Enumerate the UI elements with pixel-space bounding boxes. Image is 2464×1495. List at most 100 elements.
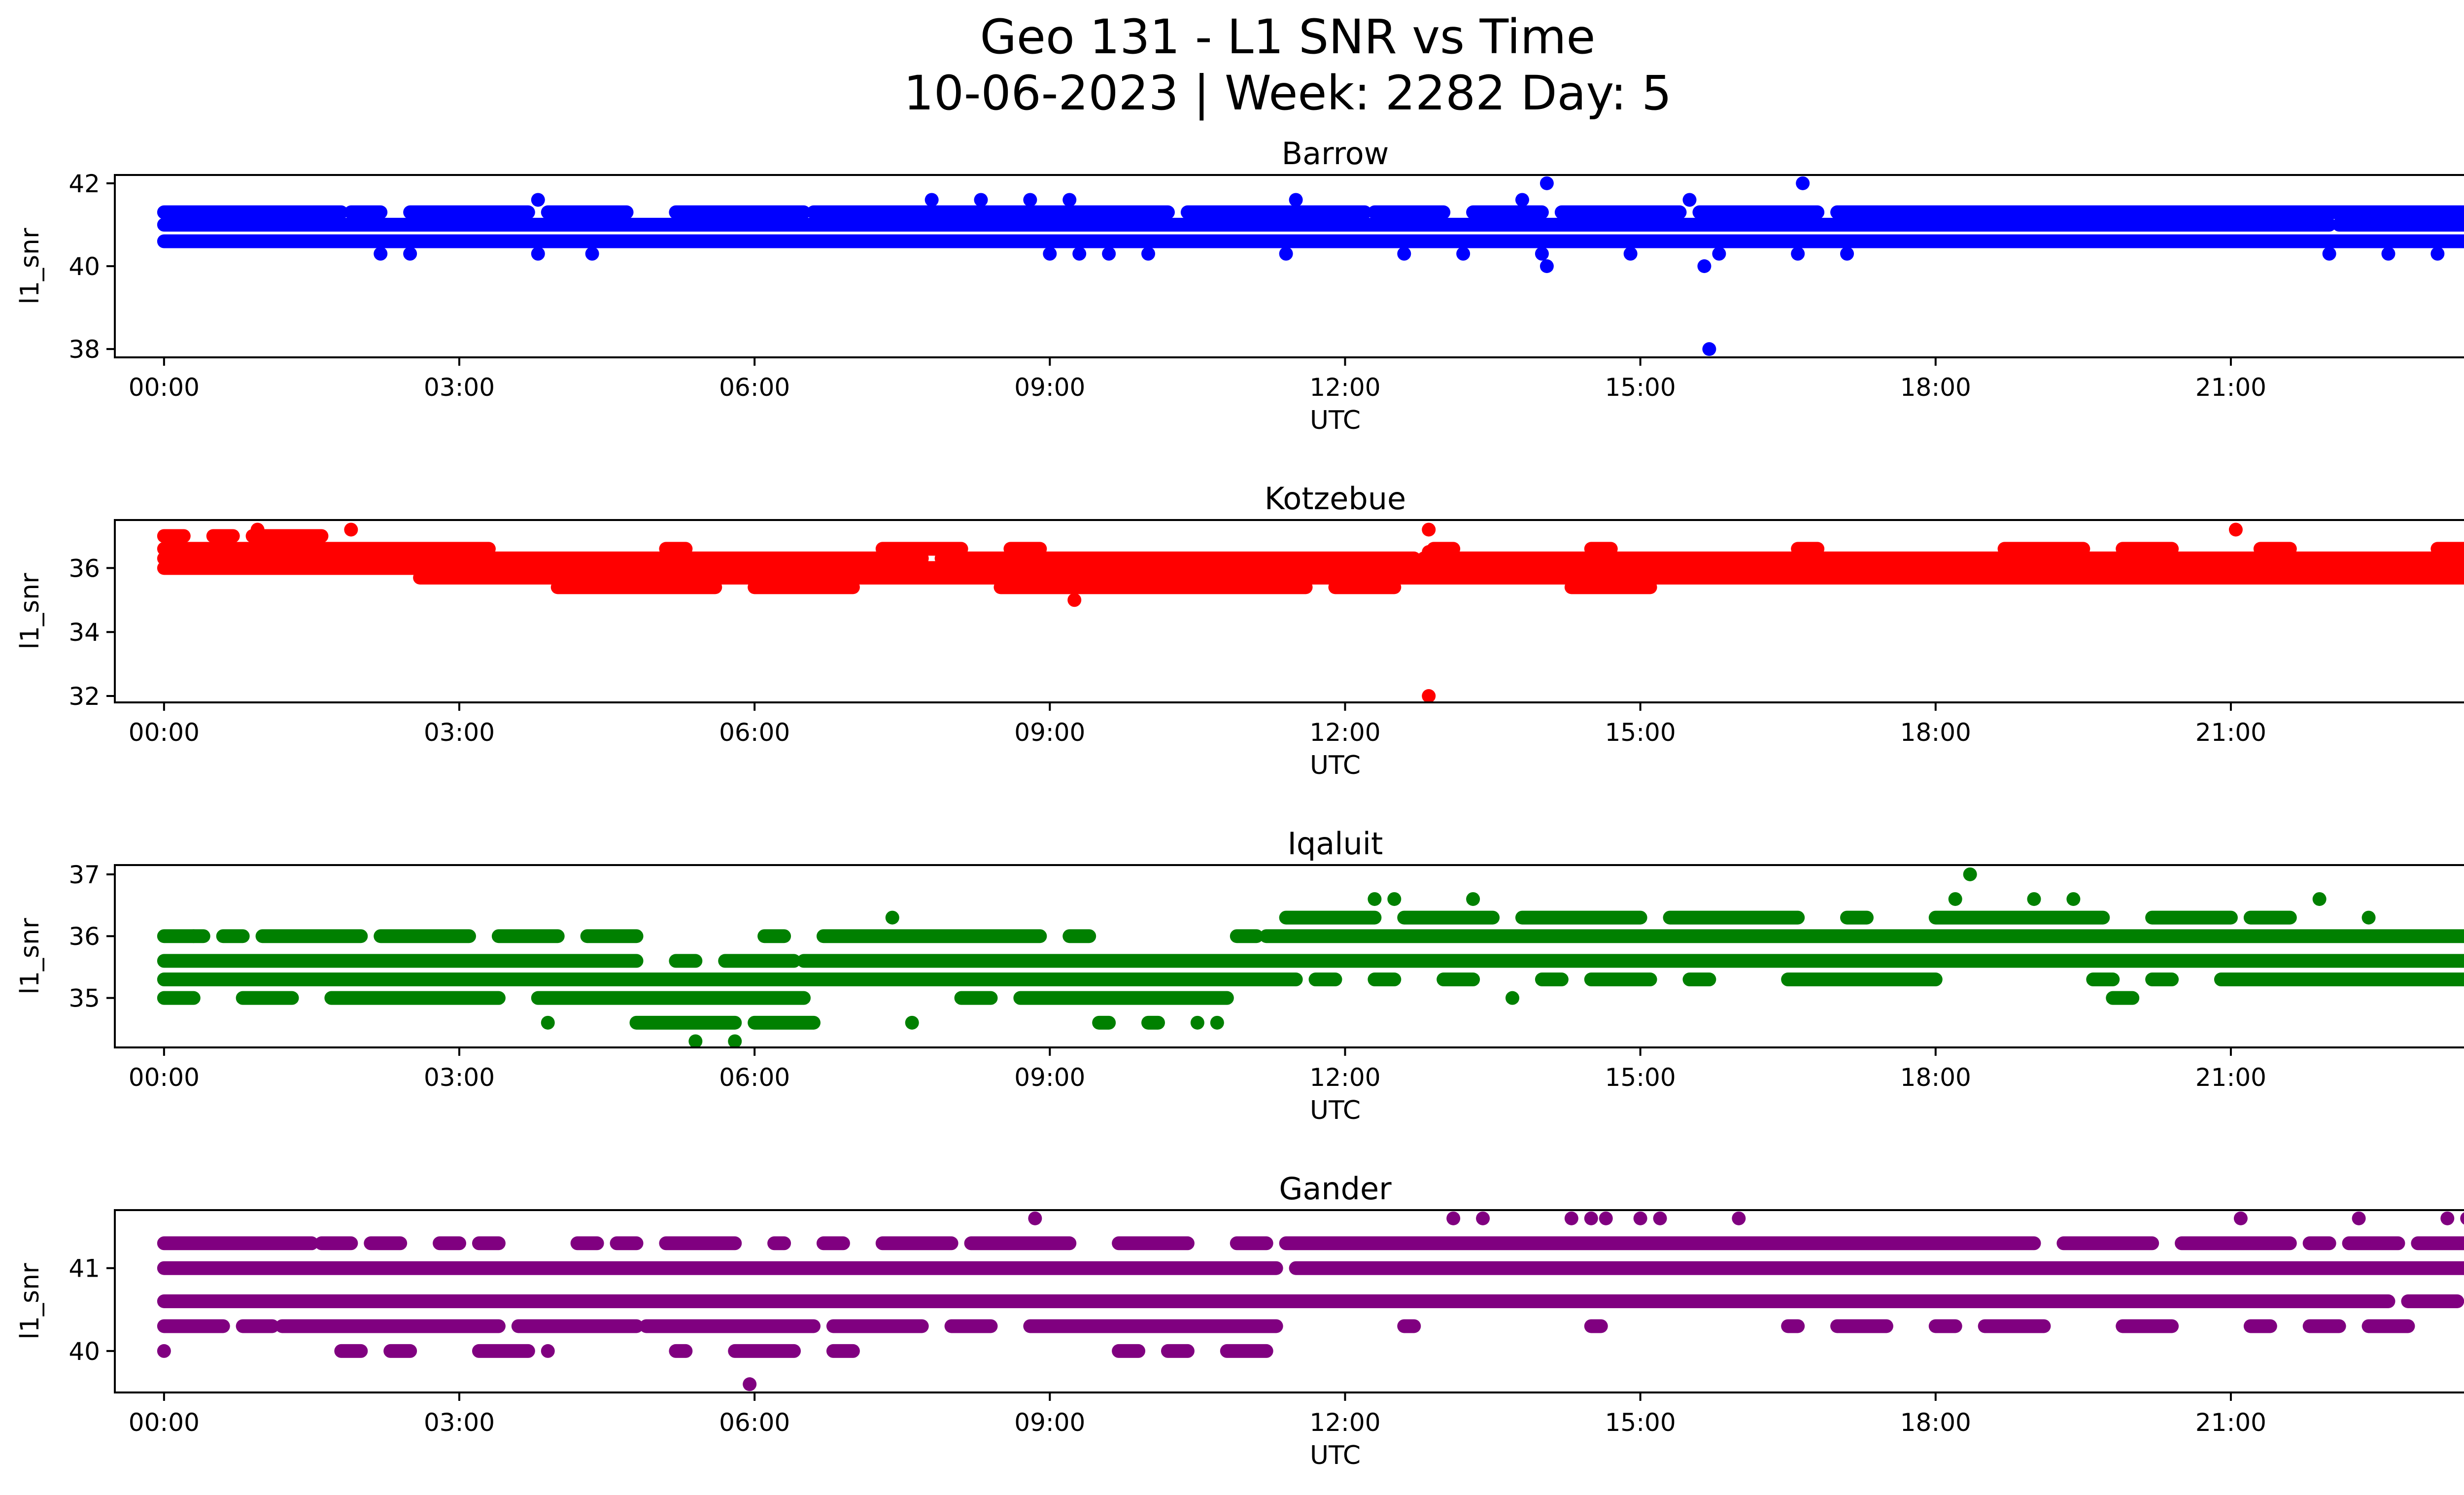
data-point — [531, 193, 545, 207]
subplot-0: Barrow 00:00 03:00 06:00 09:00 12:00 15:00 18:0… — [15, 136, 2464, 435]
y-tick-label: 32 — [68, 682, 100, 711]
x-tick-label: 06:00 — [719, 718, 790, 747]
data-point — [1368, 892, 1382, 906]
data-point — [1535, 246, 1549, 261]
data-point — [157, 1344, 171, 1358]
x-tick-label: 03:00 — [424, 1063, 495, 1092]
data-point — [1599, 1211, 1613, 1225]
data-point — [1446, 1211, 1461, 1225]
x-tick-label: 12:00 — [1309, 718, 1380, 747]
series-points — [157, 176, 2464, 356]
subplot-title: Iqaluit — [1288, 826, 1383, 862]
data-point — [1564, 1211, 1578, 1225]
data-point — [2228, 522, 2243, 537]
x-tick-label: 21:00 — [2195, 1408, 2266, 1437]
subplot-1: Kotzebue 00:00 03:00 06:00 09:00 12:00 15:00 18… — [15, 481, 2464, 780]
y-tick-label: 40 — [68, 1337, 100, 1366]
x-tick-label: 06:00 — [719, 1408, 790, 1437]
data-point — [1697, 259, 1711, 273]
x-tick-label: 00:00 — [129, 718, 200, 747]
data-point — [885, 910, 899, 925]
data-point — [1948, 892, 1962, 906]
x-tick-label: 12:00 — [1309, 1063, 1380, 1092]
x-tick-label: 09:00 — [1014, 1408, 1085, 1437]
x-tick-label: 09:00 — [1014, 373, 1085, 402]
data-point — [1062, 193, 1077, 207]
data-point — [1422, 689, 1436, 702]
data-point — [2233, 1211, 2248, 1225]
subplot-title: Kotzebue — [1265, 481, 1406, 517]
y-axis-label: l1_snr — [15, 228, 45, 305]
figure-title-line1: Geo 131 - L1 SNR vs Time — [980, 9, 1596, 65]
x-tick-label: 09:00 — [1014, 1063, 1085, 1092]
x-axis-label: UTC — [1310, 1096, 1361, 1125]
y-tick-label: 42 — [68, 170, 100, 198]
data-point — [1623, 246, 1638, 261]
data-point — [974, 193, 988, 207]
data-point — [344, 522, 358, 537]
series-points — [157, 867, 2464, 1047]
x-tick-label: 18:00 — [1900, 373, 1971, 402]
y-axis-label: l1_snr — [15, 1263, 45, 1340]
data-point — [1505, 991, 1519, 1005]
data-point — [2066, 892, 2081, 906]
data-point — [1456, 246, 1471, 261]
y-tick-label: 41 — [68, 1254, 100, 1283]
y-tick-label: 34 — [68, 618, 100, 647]
data-point — [2361, 910, 2376, 925]
data-point — [1102, 246, 1116, 261]
data-point — [1043, 246, 1057, 261]
data-point — [1840, 246, 1854, 261]
x-axis-label: UTC — [1310, 406, 1361, 435]
x-tick-label: 12:00 — [1309, 373, 1380, 402]
data-point — [728, 1034, 742, 1047]
data-point — [541, 1015, 555, 1030]
data-point — [1279, 246, 1293, 261]
data-point — [1067, 593, 1082, 607]
data-point — [2322, 246, 2336, 261]
data-point — [1289, 193, 1303, 207]
axes-frame — [114, 1209, 2464, 1393]
x-tick-label: 18:00 — [1900, 1063, 1971, 1092]
x-tick-label: 15:00 — [1605, 373, 1676, 402]
x-axis-label: UTC — [1310, 1441, 1361, 1470]
data-point — [743, 1377, 757, 1391]
x-tick-label: 21:00 — [2195, 718, 2266, 747]
data-point — [1397, 246, 1411, 261]
data-point — [905, 1015, 919, 1030]
data-point — [1540, 259, 1554, 273]
data-point — [1653, 1211, 1667, 1225]
data-point — [1540, 176, 1554, 190]
data-point — [1466, 892, 1480, 906]
x-axis-label: UTC — [1310, 751, 1361, 780]
y-tick-label: 35 — [68, 984, 100, 1013]
y-axis-label: l1_snr — [15, 918, 45, 995]
data-point — [1190, 1015, 1204, 1030]
subplot-3: Gander 00:00 03:00 06:00 09:00 12:00 15:00 18:0… — [15, 1171, 2464, 1470]
series-points — [157, 1211, 2464, 1391]
data-point — [585, 246, 599, 261]
x-tick-label: 21:00 — [2195, 373, 2266, 402]
data-point — [1712, 246, 1726, 261]
data-point — [1963, 867, 1977, 881]
x-tick-label: 00:00 — [129, 1408, 200, 1437]
data-point — [541, 1344, 555, 1358]
subplot-title: Barrow — [1282, 136, 1389, 172]
data-point — [1796, 176, 1810, 190]
data-point — [1422, 522, 1436, 537]
data-point — [2027, 892, 2041, 906]
data-point — [688, 1034, 703, 1047]
data-point — [374, 246, 388, 261]
data-point — [531, 246, 545, 261]
data-point — [1476, 1211, 1490, 1225]
data-point — [2312, 892, 2327, 906]
x-tick-label: 18:00 — [1900, 718, 1971, 747]
x-tick-label: 00:00 — [129, 1063, 200, 1092]
y-axis-label: l1_snr — [15, 573, 45, 650]
y-tick-label: 40 — [68, 252, 100, 281]
x-tick-label: 06:00 — [719, 1063, 790, 1092]
x-tick-label: 06:00 — [719, 373, 790, 402]
data-point — [2381, 246, 2396, 261]
data-point — [1141, 246, 1156, 261]
data-point — [2460, 1212, 2464, 1225]
